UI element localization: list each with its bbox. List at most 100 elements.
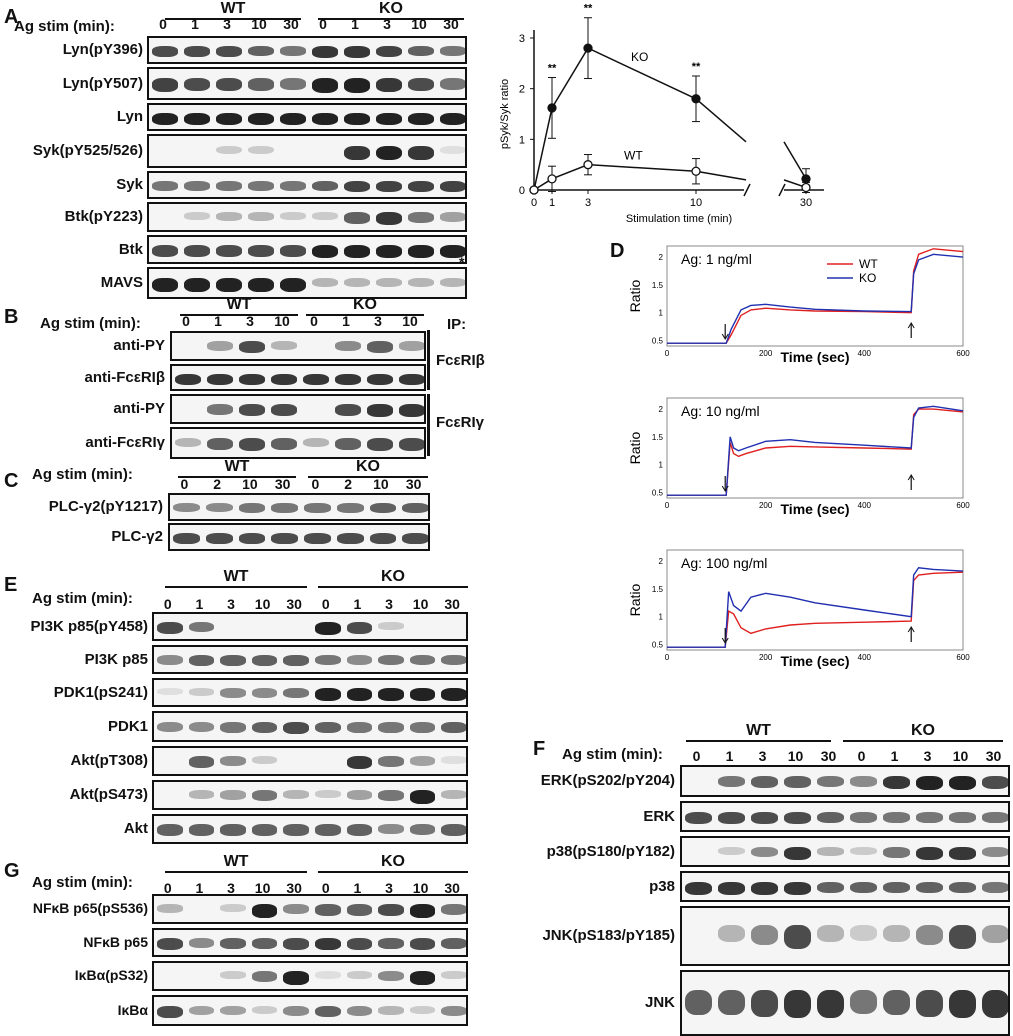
a-band xyxy=(312,212,338,221)
f-band xyxy=(916,924,943,945)
e-band xyxy=(157,824,183,836)
e-band xyxy=(441,756,466,764)
g-tick: 3 xyxy=(227,880,235,896)
e-band xyxy=(346,756,373,769)
arrow-head xyxy=(721,333,729,340)
e-blot-strip xyxy=(152,746,468,776)
a-tick: 30 xyxy=(283,16,299,32)
c-tick: 30 xyxy=(405,476,422,492)
a-band xyxy=(152,112,178,126)
c-group-ko: KO xyxy=(308,458,428,478)
b-band xyxy=(271,404,297,417)
x-tick-label: 400 xyxy=(858,349,872,358)
e-band xyxy=(283,721,309,734)
panel-label-a: A xyxy=(4,6,19,28)
y-tick-label: 1.5 xyxy=(652,433,664,442)
e-band xyxy=(315,824,341,836)
a-row-label: Btk(pY223) xyxy=(64,208,143,225)
a-band xyxy=(376,78,402,93)
c-band xyxy=(205,532,233,544)
f-group-ko: KO xyxy=(843,722,1003,742)
b-blot-strip xyxy=(170,427,426,459)
plot-frame xyxy=(666,245,964,347)
f-group-wt: WT xyxy=(686,722,831,742)
a-blot-strip xyxy=(147,267,467,299)
e-group-ko: KO xyxy=(318,568,468,588)
a-band xyxy=(344,45,370,58)
data-point-WT xyxy=(583,160,593,170)
f-band xyxy=(751,811,778,824)
e-band xyxy=(220,655,246,666)
c-tick: 30 xyxy=(274,476,291,492)
f-band xyxy=(784,846,811,860)
c-band xyxy=(205,502,233,513)
a-band xyxy=(248,45,274,57)
f-band xyxy=(817,775,844,788)
g-blot-strip xyxy=(152,995,468,1026)
g-tick: 1 xyxy=(353,880,362,896)
g-tick: 30 xyxy=(286,880,302,896)
g-band xyxy=(346,904,373,916)
b-row-label: anti-FcεRIγ xyxy=(85,434,165,451)
f-tick: 30 xyxy=(985,748,1002,764)
f-band xyxy=(883,775,910,790)
arrow-head xyxy=(907,474,915,481)
f-band xyxy=(817,811,844,824)
f-band xyxy=(751,881,778,895)
g-tick: 3 xyxy=(385,880,393,896)
plot-frame xyxy=(666,549,964,651)
a-band xyxy=(248,277,274,293)
f-band xyxy=(784,811,811,824)
e-band xyxy=(188,790,215,799)
a-band xyxy=(248,212,274,221)
f-band xyxy=(883,811,910,823)
a-band xyxy=(440,212,465,222)
a-row-label: Lyn(pY396) xyxy=(62,41,143,58)
e-band xyxy=(188,756,215,768)
f-tick: 30 xyxy=(820,748,837,764)
b-tick: 0 xyxy=(182,313,190,329)
g-row-label: NFκB p65 xyxy=(83,933,148,950)
b-ip-beta: FcεRIβ xyxy=(436,352,485,369)
g-band xyxy=(409,971,436,985)
e-band xyxy=(346,688,373,701)
a-band xyxy=(216,277,242,293)
f-band xyxy=(751,924,778,945)
a-tick: 3 xyxy=(223,16,231,32)
f-band xyxy=(883,924,910,942)
f-band xyxy=(949,775,976,791)
e-band xyxy=(409,688,436,701)
a-tick: 0 xyxy=(159,16,167,32)
f-band xyxy=(685,990,712,1016)
g-band xyxy=(157,938,183,950)
a-band xyxy=(408,145,434,160)
y-axis-label: pSyk/Syk ratio xyxy=(499,79,511,149)
e-band xyxy=(441,655,466,666)
e-blot-strip xyxy=(152,814,468,844)
f-band xyxy=(883,846,910,858)
a-band xyxy=(440,112,465,126)
y-tick-label: 1 xyxy=(659,309,664,318)
x-tick-label: 3 xyxy=(585,197,591,209)
a-tick: 1 xyxy=(351,16,359,32)
e-band xyxy=(188,655,215,666)
f-row-label: p38(pS180/pY182) xyxy=(546,842,675,860)
f-band xyxy=(784,775,811,788)
a-band xyxy=(248,145,274,155)
f-tick: 1 xyxy=(890,748,899,764)
a-band xyxy=(152,277,178,293)
a-tick: 10 xyxy=(411,16,427,32)
a-band xyxy=(184,180,210,191)
a-band xyxy=(344,277,370,288)
g-row-label: IκBα xyxy=(117,1001,148,1018)
x-tick-label: 200 xyxy=(759,501,773,510)
chart-title: Ag: 1 ng/ml xyxy=(681,251,752,267)
e-tick: 1 xyxy=(353,596,362,612)
e-band xyxy=(378,655,404,666)
a-band xyxy=(216,78,242,92)
e-band xyxy=(283,688,309,699)
c-band xyxy=(238,532,266,544)
series-line-WT xyxy=(533,163,697,191)
a-band xyxy=(280,277,306,293)
axis-break xyxy=(743,183,751,197)
